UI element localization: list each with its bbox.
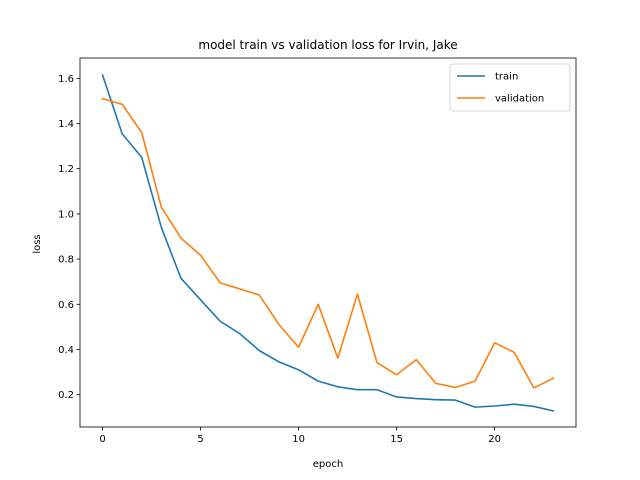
x-tick-label: 20 bbox=[488, 434, 501, 445]
y-tick-label: 0.2 bbox=[58, 390, 74, 401]
chart-title: model train vs validation loss for Irvin… bbox=[198, 38, 457, 52]
y-tick-label: 1.4 bbox=[58, 119, 74, 130]
x-tick-label: 15 bbox=[390, 434, 403, 445]
x-tick-label: 5 bbox=[197, 434, 203, 445]
legend: train validation bbox=[449, 63, 571, 112]
x-axis-label: epoch bbox=[313, 459, 343, 470]
y-tick-label: 1.0 bbox=[58, 209, 74, 220]
y-axis-label: loss bbox=[32, 234, 43, 253]
plot-area: 0 5 10 15 20 0.2 0.4 0.6 0.8 1.0 1.2 1.4 1.6 bbox=[58, 57, 577, 445]
y-tick-label: 0.6 bbox=[58, 300, 74, 311]
series-line-validation bbox=[101, 97, 555, 389]
x-tick-label: 10 bbox=[292, 434, 305, 445]
y-tick-label: 1.2 bbox=[58, 164, 74, 175]
y-tick-label: 0.8 bbox=[58, 255, 74, 266]
x-tick-label: 0 bbox=[99, 434, 105, 445]
series-line-train bbox=[101, 73, 555, 412]
y-tick-label: 1.6 bbox=[58, 74, 74, 85]
legend-label-validation: validation bbox=[495, 94, 544, 105]
legend-label-train: train bbox=[495, 72, 518, 83]
axes-frame bbox=[79, 57, 577, 428]
y-tick-label: 0.4 bbox=[58, 345, 74, 356]
